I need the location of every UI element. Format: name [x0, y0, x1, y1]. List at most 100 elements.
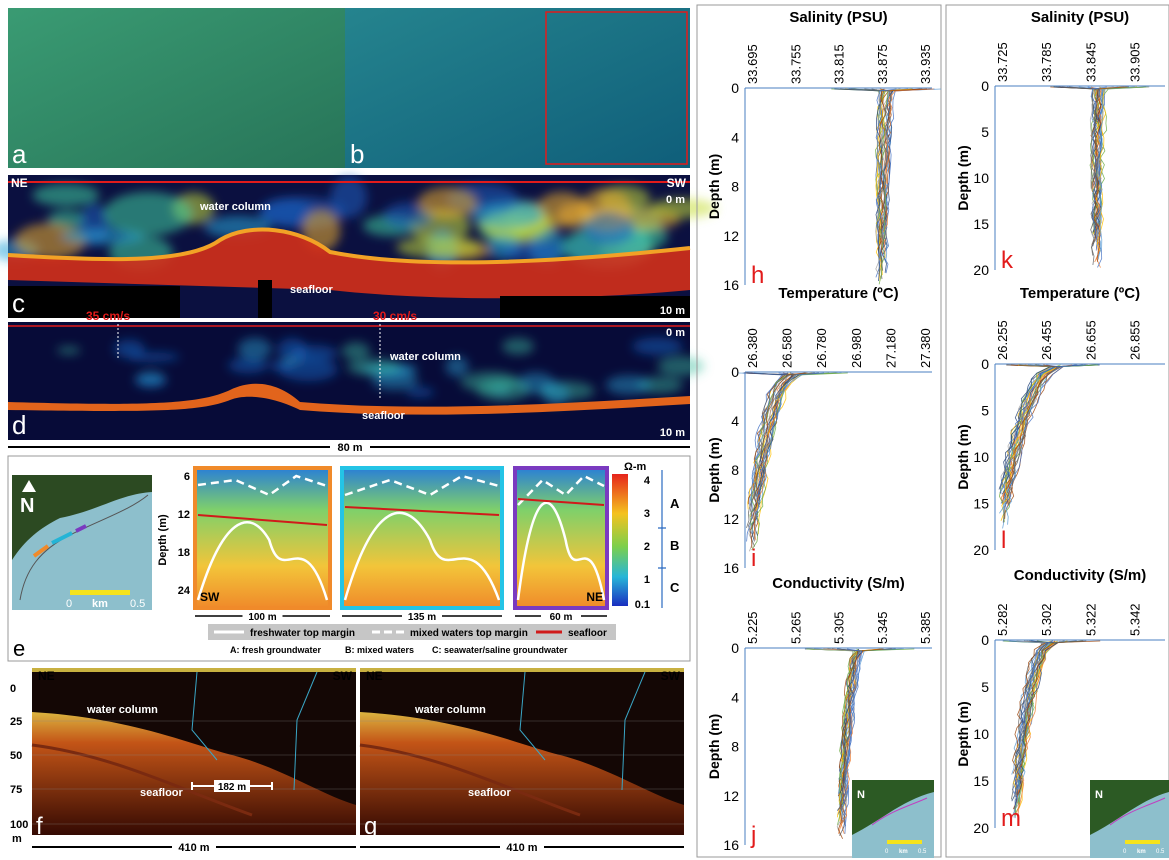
y-axis-label: Depth (m)	[955, 145, 971, 210]
y-tick-label: 12	[723, 228, 739, 244]
y-tick-label: 8	[731, 179, 739, 195]
speckle	[277, 338, 306, 361]
panel-letter: l	[1001, 527, 1006, 554]
echogram-bg	[8, 322, 690, 440]
label: 100 m	[248, 612, 276, 623]
label: seafloor	[362, 410, 406, 422]
x-tick-label: 27.180	[883, 328, 898, 368]
label: 1	[644, 574, 650, 586]
label: 182 m	[218, 782, 246, 793]
x-tick-label: 33.695	[745, 44, 760, 84]
speckle	[279, 358, 337, 382]
y-tick-label: 4	[731, 129, 739, 145]
y-axis-label: Depth (m)	[955, 424, 971, 489]
x-tick-label: 5.385	[918, 611, 933, 644]
label: A: fresh groundwater	[230, 645, 322, 655]
label: seafloor	[468, 787, 512, 799]
label: NE	[38, 669, 55, 683]
y-tick-label: 20	[973, 542, 989, 558]
label: km	[899, 849, 908, 855]
profile-trace	[1015, 641, 1054, 793]
y-axis-label: Depth (m)	[706, 437, 722, 502]
y-tick-label: 5	[981, 124, 989, 140]
label: C: seawater/saline groundwater	[432, 645, 568, 655]
y-axis-label: Depth (m)	[706, 714, 722, 779]
y-tick-label: 20	[973, 262, 989, 278]
x-tick-label: 33.755	[788, 44, 803, 84]
label: mixed waters top margin	[410, 628, 528, 639]
photo-b	[345, 8, 690, 168]
label: NE	[586, 590, 603, 604]
label: N	[20, 495, 34, 517]
label: seafloor	[568, 628, 607, 639]
y-tick-label: 4	[731, 413, 739, 429]
x-tick-label: 5.305	[832, 611, 847, 644]
panel-letter: c	[12, 288, 25, 318]
y-tick-label: 10	[973, 170, 989, 186]
y-axis-label: Depth (m)	[955, 701, 971, 766]
speckle	[584, 212, 635, 245]
panel-letter: m	[1001, 805, 1021, 832]
plot-title: Temperature (ºC)	[778, 285, 898, 302]
y-tick-label: 15	[973, 773, 989, 789]
label: 410 m	[178, 842, 209, 854]
y-tick-label: 16	[723, 837, 739, 853]
x-tick-label: 26.455	[1039, 320, 1054, 360]
label: seafloor	[290, 284, 334, 296]
panel-letter: i	[751, 545, 756, 572]
y-tick-label: 5	[981, 679, 989, 695]
label: SW	[200, 590, 220, 604]
label: water column	[86, 704, 158, 716]
label: 3	[644, 508, 650, 520]
y-tick-label: 4	[731, 689, 739, 705]
profile-trace	[851, 89, 890, 238]
speckle	[32, 184, 99, 206]
panel-letter: d	[12, 410, 26, 440]
x-tick-label: 26.855	[1128, 320, 1143, 360]
speckle	[104, 192, 193, 236]
label: Depth (m)	[157, 514, 169, 566]
speckle	[136, 371, 166, 386]
y-tick-label: 12	[723, 511, 739, 527]
figure: abNESW0 mwater columnseafloor10 mc35 cm/…	[0, 0, 1169, 860]
x-tick-label: 33.935	[918, 44, 933, 84]
y-tick-label: 0	[981, 632, 989, 648]
surface-strip	[360, 668, 684, 672]
y-tick-label: 16	[723, 560, 739, 576]
label: 0 m	[666, 194, 685, 206]
x-tick-label: 33.725	[995, 42, 1010, 82]
label: freshwater top margin	[250, 628, 355, 639]
x-tick-label: 33.815	[832, 44, 847, 84]
x-tick-label: 5.265	[788, 611, 803, 644]
label: water column	[414, 704, 486, 716]
profile-trace	[834, 89, 881, 281]
ert-section	[342, 468, 502, 608]
label: SW	[661, 669, 681, 683]
label: 50	[10, 750, 22, 762]
y-tick-label: 15	[973, 496, 989, 512]
x-tick-label: 5.282	[995, 603, 1010, 636]
x-tick-label: 5.302	[1039, 603, 1054, 636]
label: 2	[644, 541, 650, 553]
profile-trace	[1004, 365, 1056, 492]
x-tick-label: 5.322	[1083, 603, 1098, 636]
ert-section	[195, 468, 330, 608]
x-tick-label: 5.345	[875, 611, 890, 644]
y-tick-label: 20	[973, 820, 989, 836]
label: 18	[178, 547, 190, 559]
profile-trace	[1097, 87, 1148, 227]
speckle	[632, 337, 682, 355]
label: 10 m	[660, 305, 685, 317]
profile-trace	[738, 373, 801, 518]
panel-letter: f	[36, 813, 43, 840]
inset-scale	[1125, 840, 1160, 844]
label: 0.1	[635, 599, 650, 611]
x-tick-label: 33.785	[1039, 42, 1054, 82]
x-tick-label: 26.655	[1083, 320, 1098, 360]
label: SW	[667, 176, 687, 190]
plot-title: Salinity (PSU)	[1031, 9, 1129, 26]
x-tick-label: 5.342	[1128, 603, 1143, 636]
label: 35 cm/s	[86, 309, 130, 323]
profile-trace	[1004, 365, 1096, 522]
label: 0	[10, 683, 16, 695]
